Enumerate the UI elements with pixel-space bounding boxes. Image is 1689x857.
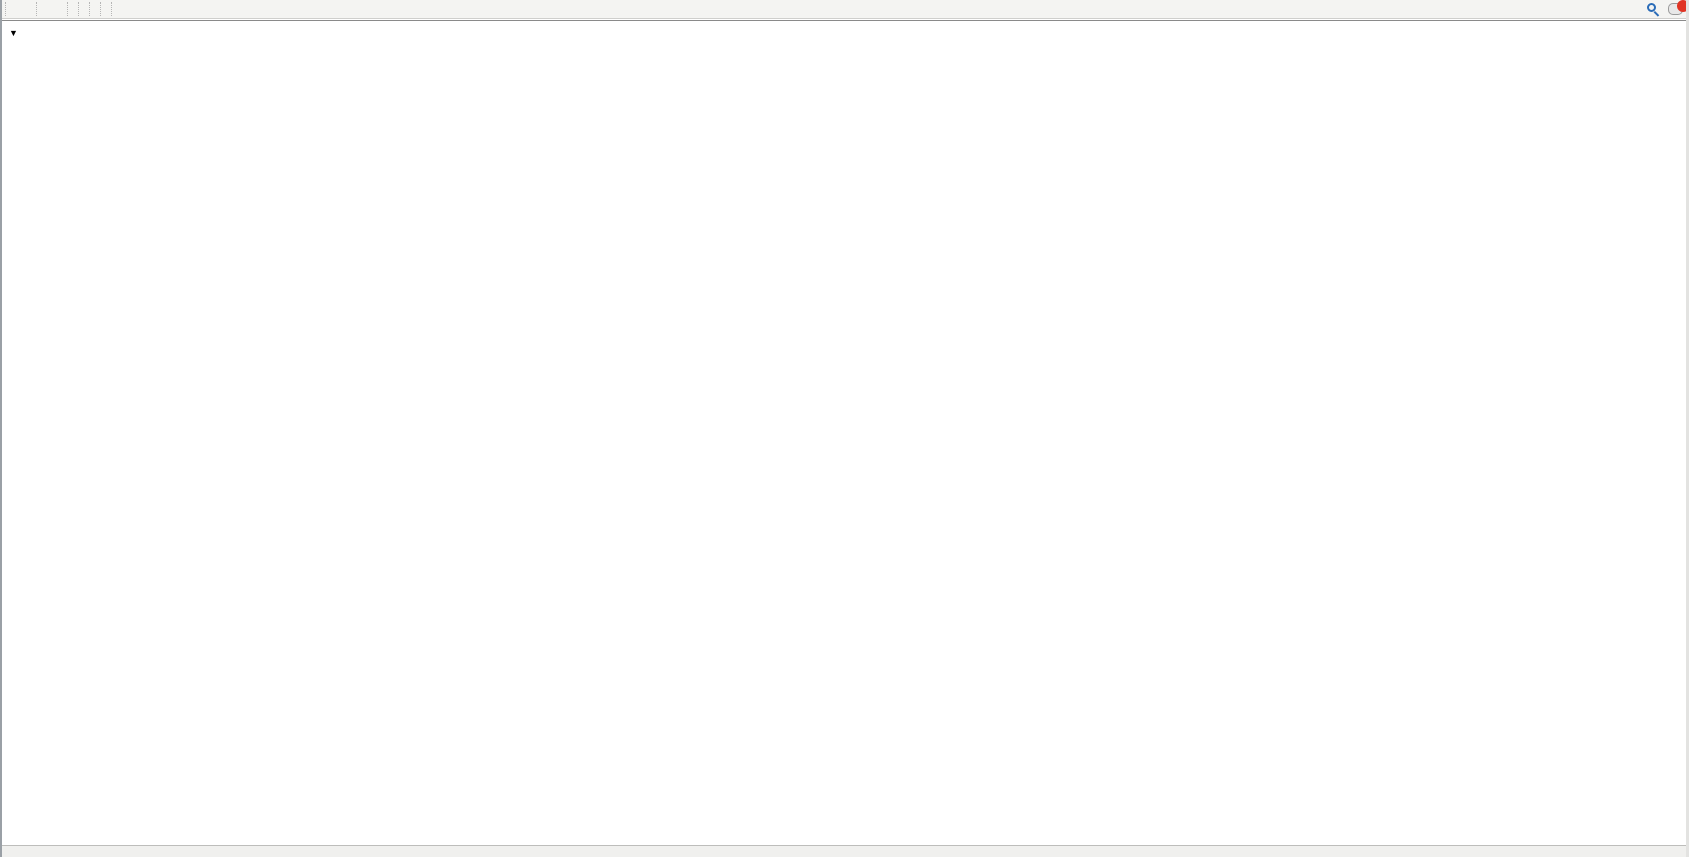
chart-title-row: ▼ [9,28,23,38]
toolbar-grip [5,2,10,16]
toolbar-grip [67,2,72,16]
search-icon[interactable] [1647,2,1660,17]
toolbar-grip [111,2,116,16]
symbol-dropdown-icon[interactable]: ▼ [9,28,18,38]
new-order-button[interactable] [13,1,33,18]
status-bar [2,845,1689,857]
toolbar-grip [100,2,105,16]
window-right-edge [1686,0,1689,857]
search-icon-handle [1653,10,1660,17]
chart-window[interactable]: ▼ [2,20,1689,845]
notifications-icon[interactable] [1668,0,1689,15]
toolbar-grip [36,2,41,16]
toolbar-grip [89,2,94,16]
toolbar-grip [78,2,83,16]
autotrade-button[interactable] [44,1,64,18]
main-toolbar [2,0,1689,19]
search-icon-circle [1647,2,1656,12]
